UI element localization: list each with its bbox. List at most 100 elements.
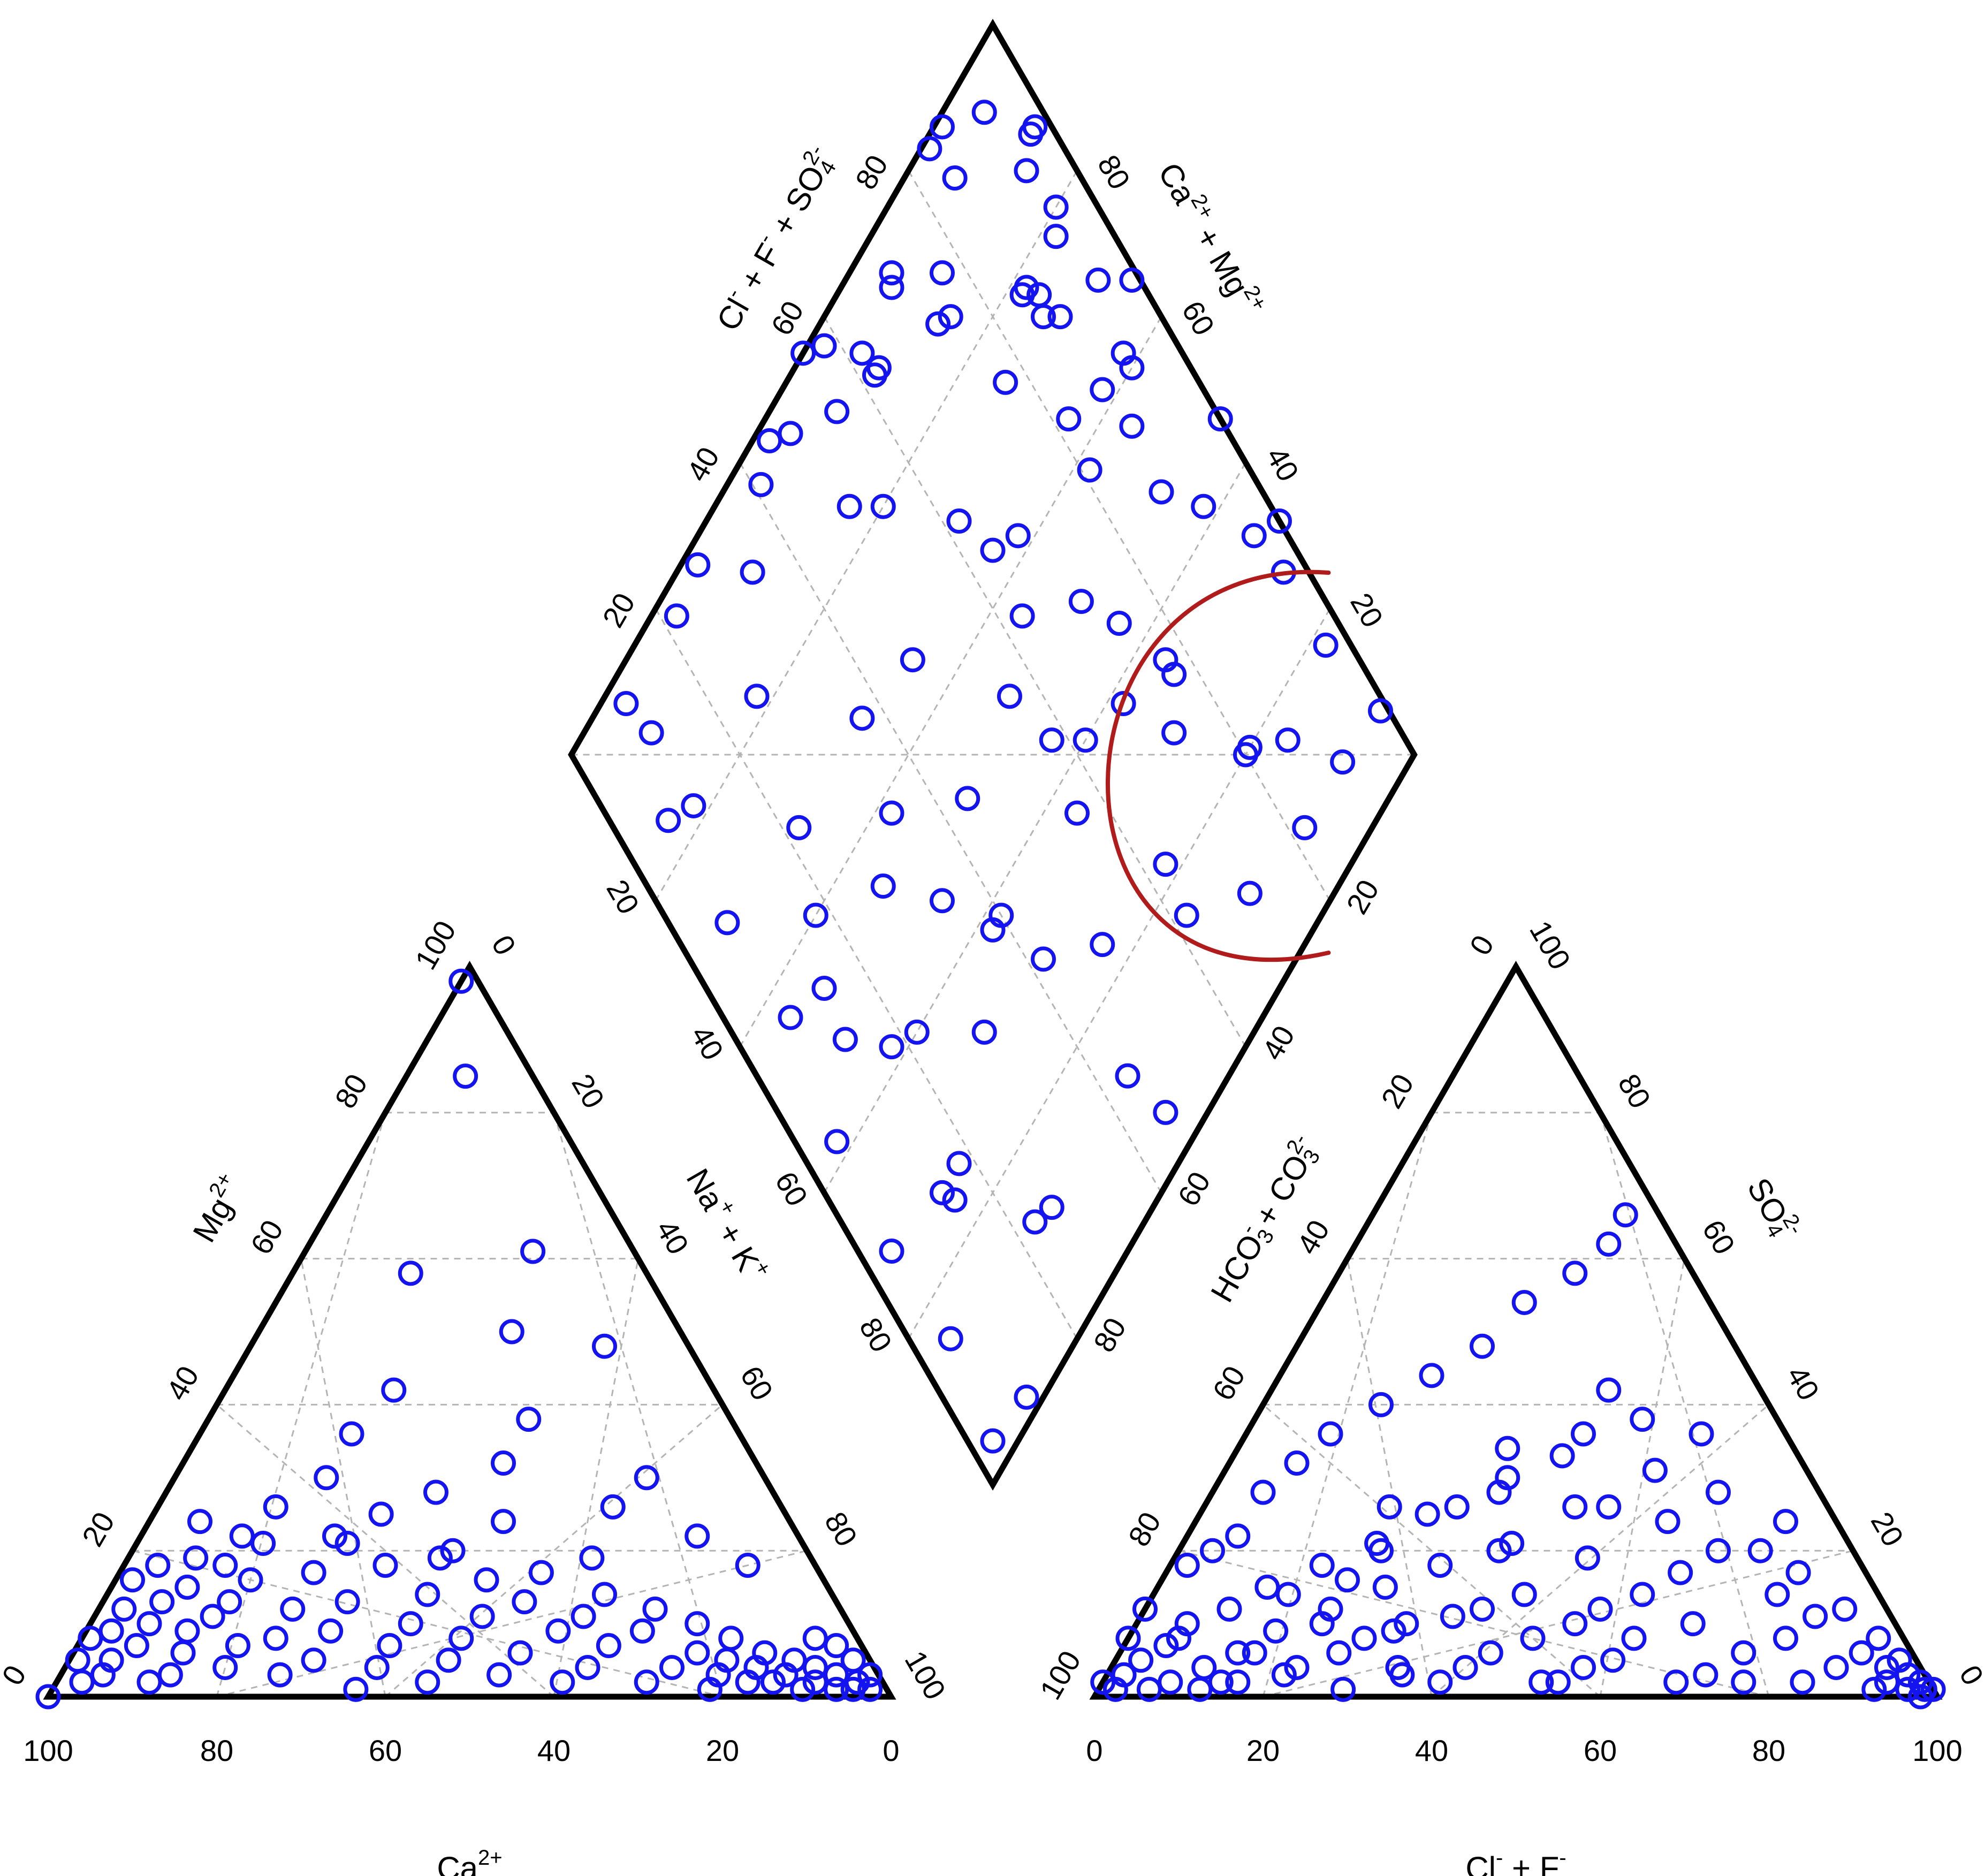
cation-point (212, 1654, 238, 1680)
anion-bottom-tick: 20 (1246, 1734, 1280, 1767)
anion-point (1330, 1676, 1356, 1702)
cation-bottom-tick: 20 (706, 1734, 739, 1767)
diamond-point (925, 311, 951, 337)
anion-point (1414, 1501, 1440, 1527)
diamond-point (681, 793, 706, 818)
cation-gridline (385, 1404, 723, 1698)
diamond-point (917, 136, 942, 162)
anion-point (1381, 1618, 1406, 1644)
anion-point (1427, 1669, 1453, 1695)
anion-point (1874, 1654, 1899, 1680)
anion-point (1874, 1669, 1899, 1695)
cation-point (183, 1545, 209, 1571)
cl-f-axis-title: Cl-​ + F-​ (1465, 1846, 1566, 1876)
cation-point (368, 1501, 394, 1527)
cation-point (802, 1654, 828, 1680)
anion-point (1689, 1421, 1714, 1447)
anion-point (1655, 1509, 1680, 1535)
cation-left-tick: 80 (328, 1068, 374, 1114)
diamond-point (1241, 523, 1267, 549)
cation-point (174, 1618, 200, 1644)
anion-point (1596, 1377, 1622, 1403)
cation-gridline (216, 1112, 386, 1697)
cation-point (453, 1064, 478, 1089)
anion-point (1115, 1626, 1141, 1651)
cation-point (474, 1567, 499, 1593)
diamond-point (971, 100, 997, 125)
cation-point (415, 1669, 440, 1695)
cation-point (824, 1633, 849, 1659)
diamond-point (1111, 691, 1136, 717)
cation-point (35, 1684, 61, 1710)
cation-point (575, 1654, 600, 1680)
cation-right-tick: 80 (818, 1506, 864, 1552)
cation-right-tick: 0 (485, 929, 523, 960)
anion-point (1394, 1611, 1419, 1637)
cation-point (339, 1421, 364, 1447)
cation-point (773, 1662, 798, 1688)
anion-point (1571, 1654, 1596, 1680)
cation-point (187, 1509, 212, 1535)
diamond-point (786, 815, 812, 840)
anion-point (1773, 1626, 1798, 1651)
diamond-gridline (823, 462, 1246, 1194)
diamond-point (1292, 815, 1318, 840)
anion-right-tick: 0 (1953, 1659, 1985, 1690)
anion-point (1495, 1436, 1520, 1461)
anion-point (1216, 1596, 1242, 1622)
diamond-point (811, 333, 837, 359)
anion-point (1275, 1582, 1301, 1607)
diamond-point (879, 1239, 904, 1264)
anion-point (1849, 1640, 1874, 1666)
cation-point (229, 1523, 255, 1549)
cation-point (301, 1647, 326, 1673)
anion-point (1680, 1611, 1706, 1637)
anion-right-tick: 40 (1780, 1360, 1826, 1406)
cation-right-tick: 20 (565, 1068, 611, 1114)
cation-gridline (553, 1258, 639, 1697)
anion-point (1153, 1633, 1179, 1659)
anion-point (1309, 1552, 1335, 1578)
diamond-point (685, 552, 711, 578)
diamond-point (832, 1027, 858, 1052)
anion-point (1668, 1560, 1693, 1585)
cation-point (634, 1465, 659, 1491)
diamond-point (938, 1326, 963, 1351)
diamond-point (900, 647, 925, 673)
anion-point (1174, 1552, 1200, 1578)
cation-gridline (216, 1404, 554, 1698)
cation-point (802, 1669, 828, 1695)
anion-bottom-tick: 80 (1752, 1734, 1785, 1767)
cation-point (200, 1604, 225, 1629)
diamond-point (930, 888, 955, 914)
diamond-point (879, 800, 904, 826)
diamond-upper-right-tick: 60 (1175, 295, 1221, 341)
anion-point (1861, 1676, 1887, 1702)
anion-point (1621, 1626, 1647, 1651)
anion-point (1562, 1260, 1588, 1286)
diamond-point (778, 1005, 803, 1030)
cation-point (263, 1494, 288, 1520)
cation-point (334, 1589, 360, 1615)
cation-point (423, 1479, 448, 1505)
cation-point (659, 1654, 685, 1680)
cation-point (718, 1626, 744, 1651)
cation-point (592, 1333, 617, 1359)
diamond-point (1313, 632, 1338, 658)
anion-point (1254, 1574, 1280, 1600)
diamond-point (946, 1151, 972, 1176)
diamond-upper-right-tick: 80 (1091, 149, 1137, 195)
anion-point (1511, 1289, 1537, 1315)
anion-point (1242, 1640, 1267, 1666)
cation-bottom-tick: 60 (369, 1734, 402, 1767)
diamond-point (870, 493, 896, 519)
cation-right-tick: 40 (650, 1214, 696, 1260)
anion-point (1562, 1611, 1588, 1637)
cation-triangle-frame (43, 961, 896, 1700)
anion-left-tick: 80 (1122, 1506, 1168, 1552)
anion-point (1773, 1509, 1798, 1535)
diamond-upper-left-tick: 80 (849, 149, 895, 195)
cation-point (318, 1618, 344, 1644)
diamond-point (1073, 727, 1098, 753)
cation-point (343, 1676, 369, 1702)
